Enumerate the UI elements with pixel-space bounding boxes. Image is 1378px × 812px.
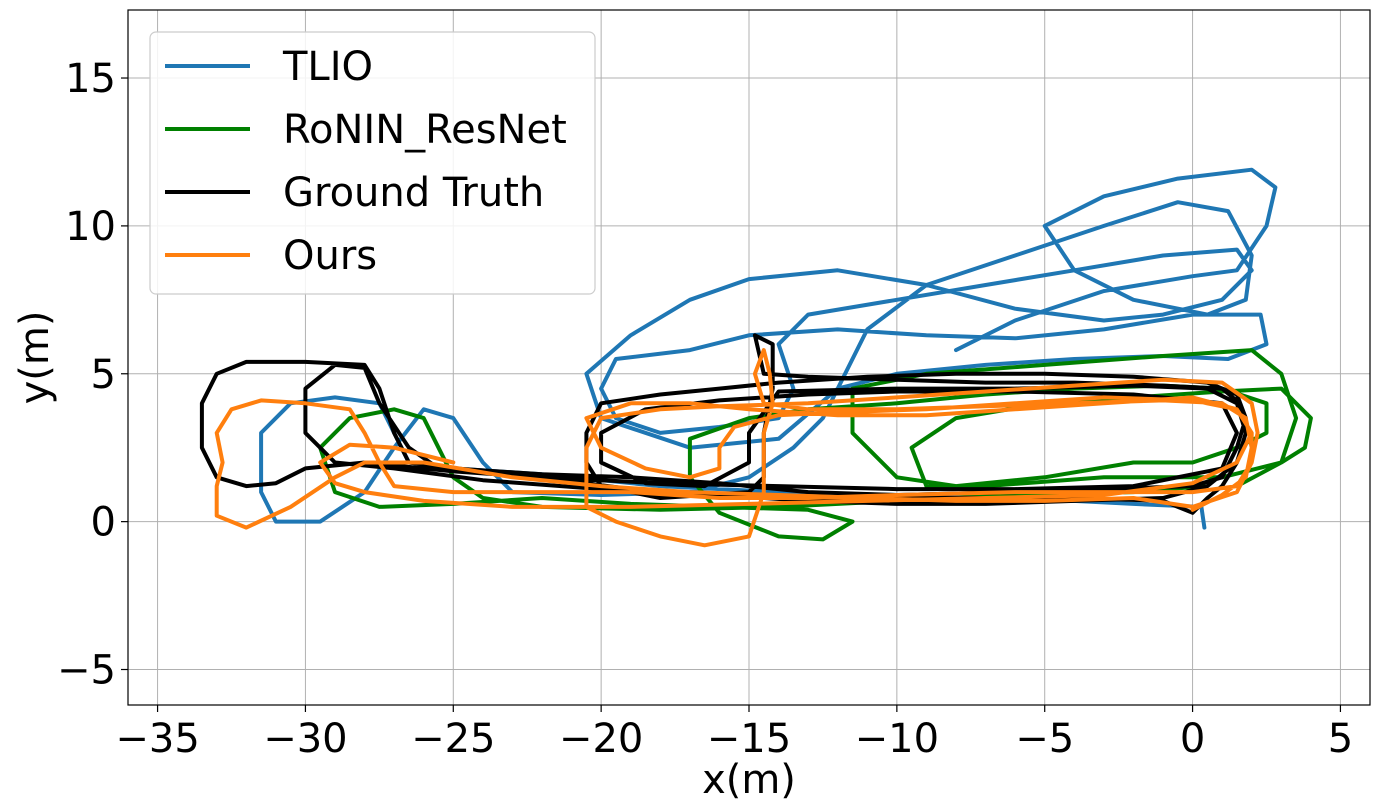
y-tick-label: 10 [65, 204, 116, 250]
legend-label-tlio: TLIO [282, 44, 373, 90]
x-tick-label: −20 [559, 716, 643, 762]
y-tick-label: 5 [91, 352, 116, 398]
ticks: −35 −30 −25 −20 −15 −10 −5 0 5 −5 0 5 10 15 [57, 56, 1353, 762]
x-axis-label: x(m) [702, 757, 796, 803]
legend-label-ronin-resnet: RoNIN_ResNet [283, 107, 567, 153]
legend-box [149, 31, 596, 295]
y-tick-label: −5 [57, 648, 116, 694]
series-ours-line [214, 348, 1260, 548]
y-tick-label: 15 [65, 56, 116, 102]
x-tick-label: −15 [707, 716, 791, 762]
legend: TLIO RoNIN_ResNet Ground Truth Ours [149, 31, 596, 295]
legend-label-ground-truth: Ground Truth [283, 170, 544, 216]
x-tick-label: 5 [1328, 716, 1353, 762]
y-axis-label: y(m) [12, 311, 58, 405]
series-tlio-line [259, 167, 1278, 530]
series-ground-truth-line [199, 333, 1248, 515]
x-tick-label: −25 [411, 716, 495, 762]
grid [128, 10, 1370, 705]
x-tick-label: 0 [1180, 716, 1205, 762]
series-layer [199, 167, 1313, 548]
x-tick-label: −10 [855, 716, 939, 762]
y-tick-label: 0 [91, 500, 116, 546]
x-tick-label: −5 [1015, 716, 1074, 762]
legend-label-ours: Ours [283, 233, 377, 279]
x-tick-label: −35 [115, 716, 199, 762]
x-tick-label: −30 [263, 716, 347, 762]
